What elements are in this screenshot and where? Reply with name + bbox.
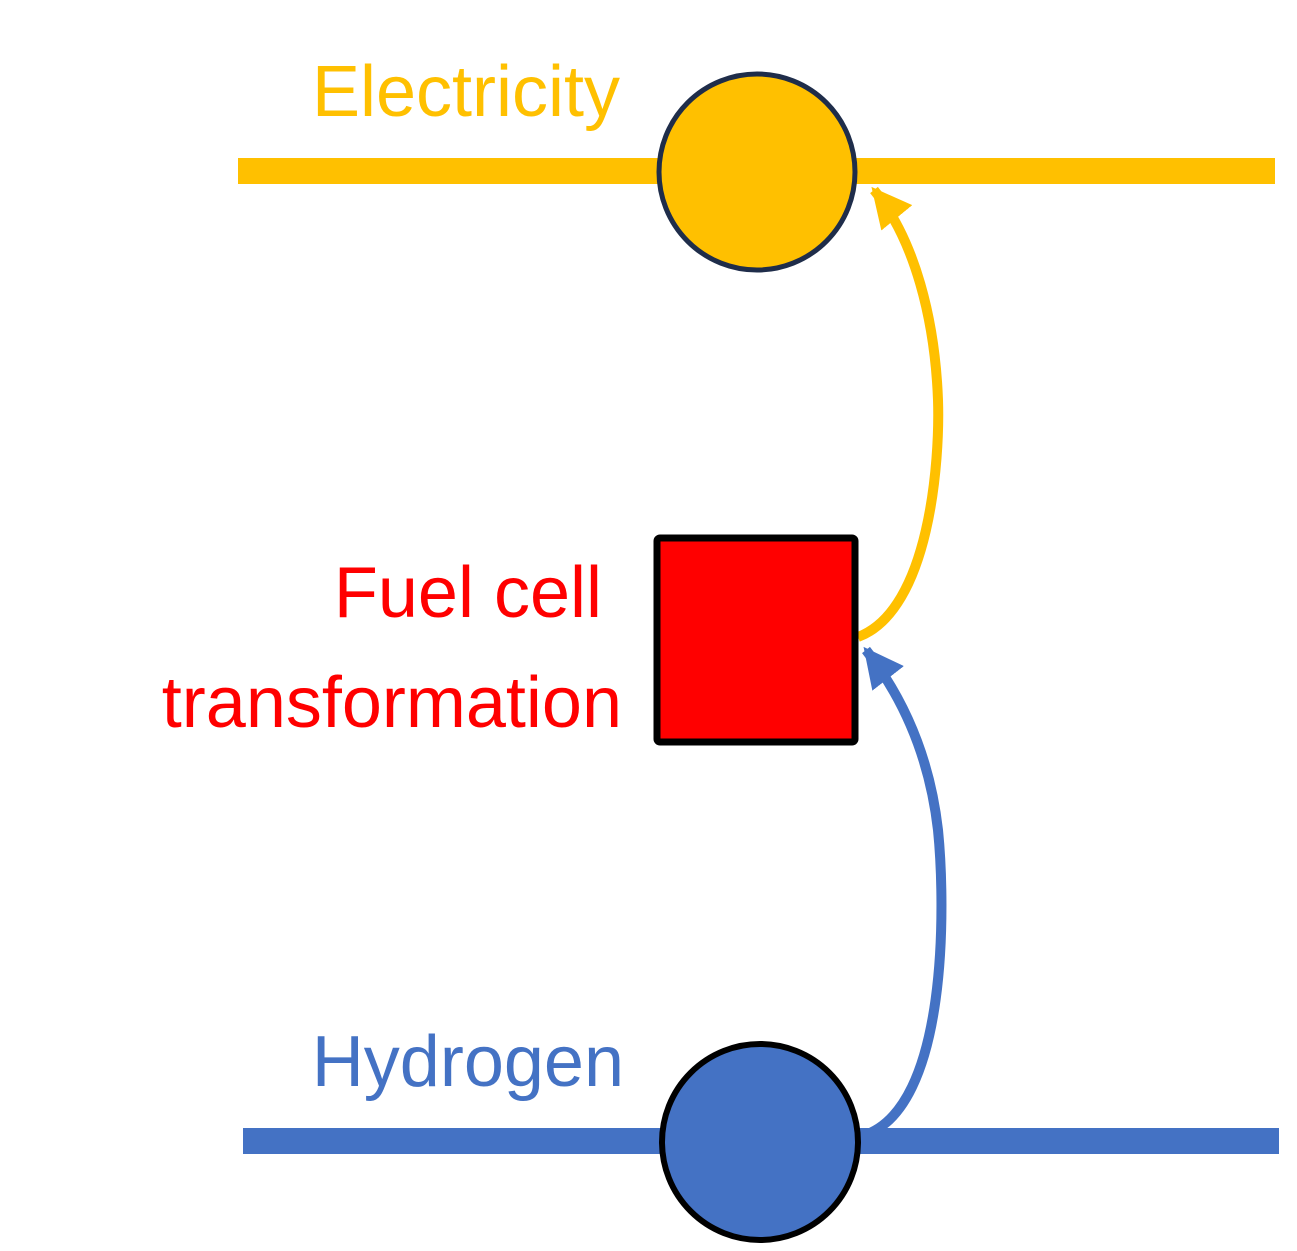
hydrogen-label: Hydrogen	[312, 1022, 624, 1102]
electricity-flow-arrow	[855, 186, 944, 642]
hydrogen-node	[659, 1041, 861, 1243]
transformation-label-line1: Fuel cell	[334, 553, 602, 633]
fuel-cell-transformation-box	[653, 534, 859, 746]
hydrogen-flow-arrow	[860, 646, 947, 1141]
electricity-label: Electricity	[312, 52, 620, 132]
transformation-label-line2: transformation	[162, 663, 622, 743]
electricity-node	[656, 71, 858, 273]
